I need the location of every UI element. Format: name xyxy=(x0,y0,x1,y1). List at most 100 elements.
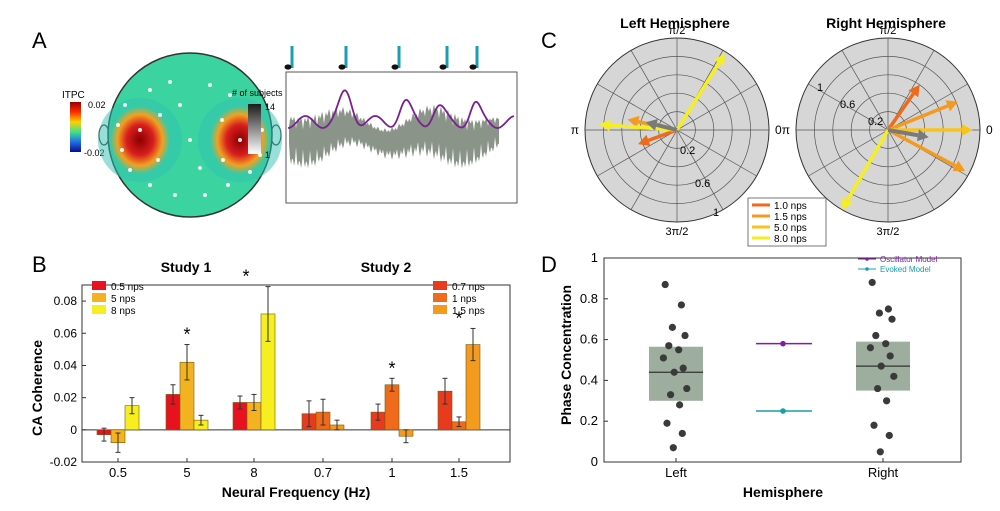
d-x-tick-label: Left xyxy=(665,465,687,480)
phase-vector-head xyxy=(638,134,651,147)
d-y-tick-label: 0.6 xyxy=(580,332,598,347)
legend-label: 5 nps xyxy=(111,294,135,305)
subject-point xyxy=(870,421,878,429)
d-x-axis-label: Hemisphere xyxy=(743,484,823,500)
panel-a: ITPC 0.02 -0.02 # of xyxy=(62,46,518,218)
right-hemisphere-title: Right Hemisphere xyxy=(826,15,946,31)
angle-label-top: π/2 xyxy=(669,25,686,37)
phase-vector xyxy=(647,128,678,143)
model-legend-label: Oscillator Model xyxy=(880,255,938,264)
subjects-bar-max: 14 xyxy=(265,102,275,112)
b-y-tick-label: 0.04 xyxy=(54,358,78,372)
subject-point xyxy=(872,331,880,340)
subject-point xyxy=(882,340,890,348)
panel-letter-d: D xyxy=(541,252,557,277)
subject-point xyxy=(866,344,875,352)
subject-point xyxy=(670,368,678,376)
significance-star: * xyxy=(183,325,190,345)
itpc-colorbar-title: ITPC xyxy=(62,90,85,101)
b-y-axis-label: CA Coherence xyxy=(29,340,45,436)
note-head-0 xyxy=(284,64,292,70)
legend-label: 0.5 nps xyxy=(111,282,144,293)
b-x-tick-label: 1 xyxy=(388,465,395,480)
subject-point xyxy=(669,444,677,452)
b-y-tick-label: 0.08 xyxy=(54,294,78,308)
b-x-tick-label: 1.5 xyxy=(450,465,468,480)
itpc-colorbar-max: 0.02 xyxy=(88,100,106,110)
legend-swatch xyxy=(433,305,447,314)
legend-label: 8 nps xyxy=(111,306,135,317)
radial-label: 0.2 xyxy=(868,116,883,128)
significance-star: * xyxy=(388,358,395,378)
subject-point xyxy=(679,364,687,372)
phase-vector-head xyxy=(842,197,853,210)
polar-legend-label: 5.0 nps xyxy=(774,223,807,234)
d-y-tick-label: 0.8 xyxy=(580,291,598,306)
legend-label: 1 nps xyxy=(452,294,476,305)
model-point xyxy=(780,408,786,414)
subject-point xyxy=(683,384,691,393)
subject-point xyxy=(875,309,884,317)
subject-point xyxy=(668,323,677,331)
b-x-axis-label: Neural Frequency (Hz) xyxy=(222,484,371,500)
radial-label: 1 xyxy=(713,207,719,219)
angle-label-left: π xyxy=(782,123,790,137)
b-x-tick-label: 8 xyxy=(250,465,257,480)
angle-label-left: π xyxy=(571,123,579,137)
d-y-tick-label: 0 xyxy=(591,454,598,469)
subject-dots xyxy=(116,80,264,197)
panel-letter-c: C xyxy=(541,28,557,53)
subject-point xyxy=(659,354,668,362)
model-legend-dot xyxy=(865,257,869,261)
legend-label: 0.7 nps xyxy=(452,282,485,293)
radial-label: 0.6 xyxy=(695,178,710,190)
note-head-1 xyxy=(338,64,346,70)
radial-label: 0.2 xyxy=(680,145,695,157)
phase-vector xyxy=(887,128,957,168)
b-x-tick-label: 5 xyxy=(183,465,190,480)
phase-vector xyxy=(886,92,915,132)
subject-point xyxy=(888,315,896,323)
subjects-bar xyxy=(248,104,261,154)
angle-label-bottom: 3π/2 xyxy=(877,226,900,238)
model-point xyxy=(780,340,786,347)
angle-label-right: 0 xyxy=(775,123,782,137)
phase-vector xyxy=(887,104,949,132)
b-y-tick-label: -0.02 xyxy=(50,455,78,469)
legend-swatch xyxy=(92,293,106,302)
study1-title: Study 1 xyxy=(161,259,212,275)
radial-label: 1 xyxy=(817,82,823,94)
phase-vector-head xyxy=(713,53,725,67)
phase-vector-head xyxy=(952,160,966,172)
d-plot-frame xyxy=(603,257,962,463)
legend-label: 1.5 nps xyxy=(452,306,485,317)
eeg-envelope xyxy=(289,104,499,169)
note-head-2 xyxy=(391,64,399,70)
subject-point xyxy=(885,431,893,440)
angle-label-bottom: 3π/2 xyxy=(666,226,689,238)
legend-swatch xyxy=(433,281,447,290)
subject-point xyxy=(874,384,882,393)
d-y-tick-label: 1 xyxy=(591,250,598,265)
polar-legend-label: 8.0 nps xyxy=(774,234,807,245)
subject-point xyxy=(675,346,683,354)
subjects-bar-min: 1 xyxy=(265,150,270,160)
itpc-colorbar xyxy=(70,102,81,152)
panel-d: Phase Concentration Hemisphere 0 0.2 0.4 0.… xyxy=(558,250,962,500)
subject-point xyxy=(661,280,669,289)
d-y-tick-label: 0.2 xyxy=(580,413,598,428)
phase-vector xyxy=(675,61,721,131)
subject-point xyxy=(876,448,884,456)
significance-star: * xyxy=(455,308,462,328)
panel-b: CA Coherence Neural Frequency (Hz) Study… xyxy=(29,259,511,500)
subject-point xyxy=(883,397,891,405)
b-x-tick-label: 0.5 xyxy=(109,465,127,480)
phase-vector-head xyxy=(908,84,920,98)
subject-point xyxy=(667,391,675,399)
legend-swatch xyxy=(433,293,447,302)
phase-vector-head xyxy=(961,124,973,136)
phase-vector-head xyxy=(645,119,658,131)
b-y-tick-label: 0.06 xyxy=(54,326,78,340)
significance-star: * xyxy=(242,267,249,287)
